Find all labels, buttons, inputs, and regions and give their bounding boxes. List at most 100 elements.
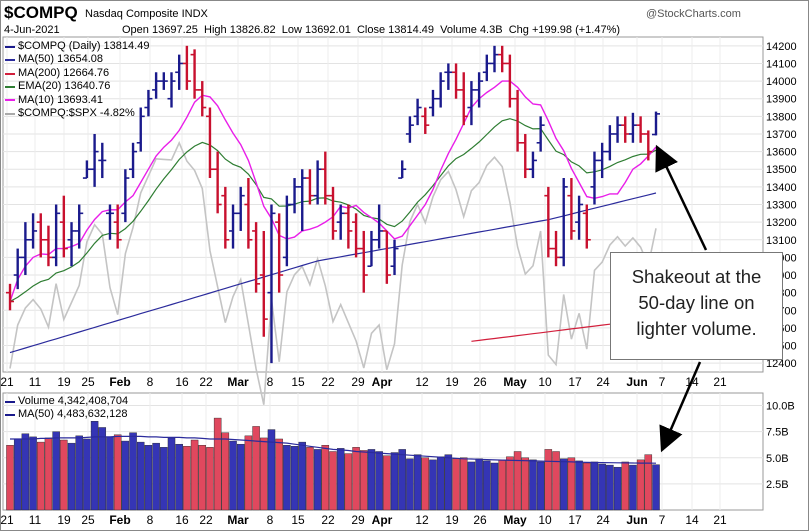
price-legend-item: $COMPQ:$SPX -4.82% bbox=[5, 107, 149, 120]
volume-bar bbox=[67, 442, 76, 511]
volume-bar bbox=[367, 449, 376, 511]
volume-legend: Volume 4,342,408,704 MA(50) 4,483,632,128 bbox=[5, 395, 128, 422]
low-value: 13692.01 bbox=[304, 24, 351, 36]
volume-x-tick-label: 22 bbox=[321, 513, 335, 527]
price-legend-label: $COMPQ:$SPX -4.82% bbox=[18, 107, 135, 120]
volume-bar bbox=[283, 445, 291, 511]
volume-bar bbox=[244, 435, 253, 511]
volume-x-tick-label: 15 bbox=[291, 513, 305, 527]
volume-bar bbox=[313, 449, 322, 511]
volume-x-tick-label: Jun bbox=[626, 513, 647, 527]
volume-bar bbox=[590, 461, 599, 511]
volume-bar bbox=[521, 457, 529, 511]
volume-x-tick-label: 19 bbox=[57, 513, 71, 527]
price-x-tick-label: Mar bbox=[227, 375, 249, 389]
price-tick-label: 13100 bbox=[766, 235, 797, 247]
volume-bar bbox=[644, 454, 653, 511]
volume-bar bbox=[183, 446, 191, 511]
volume-value: 4.3B bbox=[479, 24, 503, 36]
volume-bar bbox=[559, 458, 568, 511]
volume-bar bbox=[144, 445, 153, 511]
open-value: 13697.25 bbox=[151, 24, 198, 36]
volume-bar bbox=[190, 439, 199, 511]
volume-bar bbox=[336, 448, 345, 511]
price-x-tick-label: 21 bbox=[713, 375, 727, 389]
volume-bar bbox=[513, 451, 522, 511]
volume-label: Volume bbox=[440, 24, 477, 36]
close-value: 13814.49 bbox=[388, 24, 435, 36]
volume-bar bbox=[129, 432, 137, 511]
volume-bar bbox=[175, 443, 183, 511]
volume-bar bbox=[321, 445, 330, 511]
volume-bar bbox=[506, 456, 514, 511]
volume-x-tick-label: 25 bbox=[81, 513, 95, 527]
volume-bar bbox=[575, 460, 583, 511]
brand-watermark: @StockCharts.com bbox=[646, 8, 741, 20]
volume-bar bbox=[544, 449, 553, 511]
volume-bar bbox=[360, 450, 368, 511]
volume-bar bbox=[37, 441, 45, 511]
volume-bar bbox=[252, 426, 260, 511]
price-x-tick-label: 24 bbox=[596, 375, 610, 389]
price-legend-item: MA(200) 12664.76 bbox=[5, 67, 149, 80]
volume-bar bbox=[29, 436, 37, 511]
volume-bar bbox=[52, 431, 60, 511]
volume-bar bbox=[452, 458, 460, 511]
volume-bar bbox=[152, 442, 160, 511]
volume-x-tick-label: 8 bbox=[267, 513, 274, 527]
callout-arrow-volume bbox=[659, 361, 702, 453]
volume-bar bbox=[613, 466, 622, 511]
price-x-tick-label: 15 bbox=[291, 375, 305, 389]
volume-bar bbox=[406, 458, 414, 511]
volume-bar bbox=[106, 436, 114, 511]
volume-bar bbox=[121, 440, 130, 511]
volume-legend-item: Volume 4,342,408,704 bbox=[5, 395, 128, 408]
volume-bar bbox=[75, 435, 83, 511]
volume-bar bbox=[444, 454, 453, 511]
volume-bar bbox=[260, 437, 268, 511]
volume-legend-swatch bbox=[5, 414, 15, 417]
price-x-tick-label: 22 bbox=[199, 375, 213, 389]
volume-x-tick-label: 14 bbox=[685, 513, 699, 527]
volume-bar bbox=[567, 457, 576, 511]
volume-bar bbox=[221, 432, 230, 511]
volume-bar bbox=[44, 437, 53, 511]
price-tick-label: 13600 bbox=[766, 147, 797, 159]
volume-legend-item: MA(50) 4,483,632,128 bbox=[5, 408, 128, 421]
price-legend-item: MA(50) 13654.08 bbox=[5, 53, 149, 66]
volume-tick-label: 10.0B bbox=[766, 401, 795, 413]
volume-bar bbox=[636, 459, 645, 511]
volume-tick-label: 7.5B bbox=[766, 427, 789, 439]
volume-bar bbox=[329, 451, 337, 511]
volume-bar bbox=[167, 437, 176, 511]
volume-bar bbox=[344, 453, 353, 511]
volume-bar bbox=[475, 458, 483, 511]
callout-line-1: Shakeout at the bbox=[631, 266, 762, 287]
volume-bar bbox=[375, 451, 383, 511]
relative-strength-line bbox=[9, 140, 657, 405]
volume-x-tick-label: 26 bbox=[473, 513, 487, 527]
price-tick-label: 13800 bbox=[766, 111, 797, 123]
volume-x-tick-label: 7 bbox=[659, 513, 666, 527]
price-tick-label: 14000 bbox=[766, 76, 797, 88]
price-tick-label: 13700 bbox=[766, 129, 797, 141]
price-legend-label: EMA(20) 13640.76 bbox=[18, 80, 111, 93]
symbol-title: $COMPQ bbox=[4, 3, 78, 22]
price-x-tick-label: 25 bbox=[81, 375, 95, 389]
volume-bar bbox=[352, 447, 360, 511]
volume-x-tick-label: 10 bbox=[538, 513, 552, 527]
price-tick-label: 14200 bbox=[766, 41, 797, 53]
price-x-tick-label: 22 bbox=[321, 375, 335, 389]
price-tick-label: 12400 bbox=[766, 358, 797, 370]
volume-bar bbox=[429, 459, 437, 511]
volume-bar bbox=[229, 440, 237, 511]
price-legend-label: MA(50) 13654.08 bbox=[18, 53, 103, 66]
volume-bar bbox=[529, 459, 537, 511]
price-x-tick-label: Jun bbox=[626, 375, 647, 389]
price-tick-label: 13500 bbox=[766, 164, 797, 176]
volume-bar bbox=[536, 461, 545, 511]
price-legend-swatch bbox=[5, 99, 15, 102]
price-legend-swatch bbox=[5, 85, 15, 88]
volume-x-tick-label: 11 bbox=[29, 513, 42, 527]
